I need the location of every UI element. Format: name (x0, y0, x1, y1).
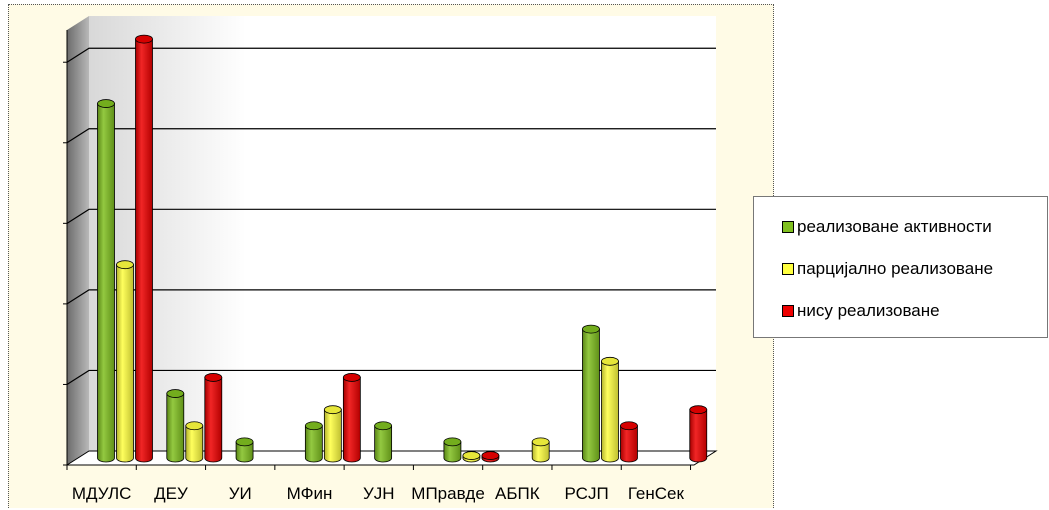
bar-1-8 (582, 324, 600, 463)
gridline-1 (66, 369, 716, 385)
bar-3-2 (204, 373, 223, 463)
gridline-5 (66, 47, 716, 63)
category-label-6: МПравде (411, 484, 485, 503)
category-labels: МДУЛС ДЕУ УИ МФин УЈН МПравде АБПК РСЈП ГенСек (72, 484, 685, 503)
bar-1-2 (166, 389, 185, 463)
bar-3-1 (135, 34, 153, 463)
bar-3-6 (481, 451, 500, 463)
bar-3-9 (689, 405, 708, 463)
bar-chart: МДУЛС ДЕУ УИ МФин УЈН МПравде АБПК РСЈП ГенСек (63, 16, 718, 503)
category-label-8: РСЈП (565, 484, 609, 503)
bar-1-4 (304, 421, 323, 463)
bar-2-8 (601, 356, 619, 463)
legend-swatch-not-realized (782, 305, 794, 317)
gridline-4 (66, 128, 716, 144)
bar-2-4 (323, 405, 342, 463)
bar-2-7 (531, 437, 550, 463)
legend-label-partial: парцијално реализоване (797, 259, 994, 278)
category-label-4: МФин (287, 484, 333, 503)
category-label-5: УЈН (363, 484, 395, 503)
bar-2-6 (462, 451, 481, 463)
legend-item-not-realized: нису реализоване (782, 301, 940, 321)
gridline-3 (66, 208, 716, 224)
bar-1-1 (97, 99, 115, 463)
bar-1-5 (374, 421, 393, 463)
bar-1-6 (443, 437, 462, 463)
back-wall (89, 16, 716, 451)
legend-item-realized: реализоване активности (782, 217, 992, 237)
category-label-3: УИ (229, 484, 252, 503)
category-label-7: АБПК (495, 484, 540, 503)
bar-1-3 (235, 437, 254, 463)
bar-2-1 (116, 260, 134, 463)
legend-label-realized: реализоване активности (797, 217, 992, 236)
category-label-9: ГенСек (628, 484, 685, 503)
bar-3-8 (620, 421, 638, 463)
category-label-1: МДУЛС (72, 484, 132, 503)
legend-swatch-partial (782, 263, 794, 275)
legend-item-partial: парцијално реализоване (782, 259, 993, 279)
bar-2-2 (185, 421, 204, 463)
legend-swatch-realized (782, 221, 794, 233)
legend: реализоване активности парцијално реализ… (753, 196, 1048, 338)
side-wall (67, 16, 89, 465)
gridline-2 (66, 289, 716, 305)
legend-label-not-realized: нису реализоване (797, 301, 940, 320)
bars (97, 34, 708, 463)
category-label-2: ДЕУ (154, 484, 188, 503)
bar-3-4 (342, 373, 361, 463)
